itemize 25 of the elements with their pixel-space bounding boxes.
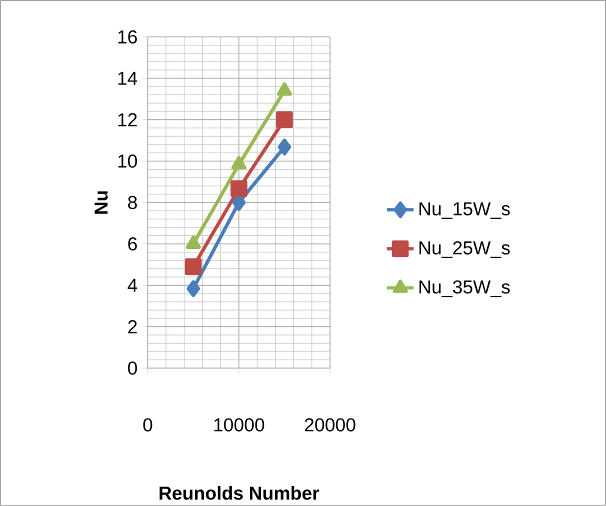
point (278, 138, 292, 156)
x-axis-title: Reunolds Number (160, 486, 320, 500)
point (276, 111, 293, 128)
y-tick-label: 4 (128, 278, 138, 292)
y-tick-label: 14 (118, 72, 138, 85)
y-tick-label: 16 (118, 30, 137, 44)
point (230, 180, 248, 198)
legend-label: Nu_25W_s (420, 241, 510, 258)
legend-label: Nu_35W_s (420, 280, 510, 298)
point (276, 82, 292, 96)
y-tick-label: 12 (118, 113, 137, 126)
point (184, 258, 202, 276)
x-tick-label: 0 (143, 418, 152, 432)
legend-label: Nu_15W_s (420, 202, 510, 219)
x-tick-label: 20000 (304, 418, 356, 432)
x-tick-label: 10000 (214, 418, 264, 432)
y-tick-label: 6 (128, 237, 137, 251)
y-tick-label: 0 (128, 362, 137, 375)
y-tick-label: 8 (128, 196, 137, 210)
point (186, 280, 200, 298)
point (231, 156, 246, 170)
y-axis-title: Nu (94, 191, 108, 214)
point (186, 236, 201, 250)
y-tick-label: 10 (118, 154, 137, 168)
y-tick-label: 2 (128, 320, 137, 334)
